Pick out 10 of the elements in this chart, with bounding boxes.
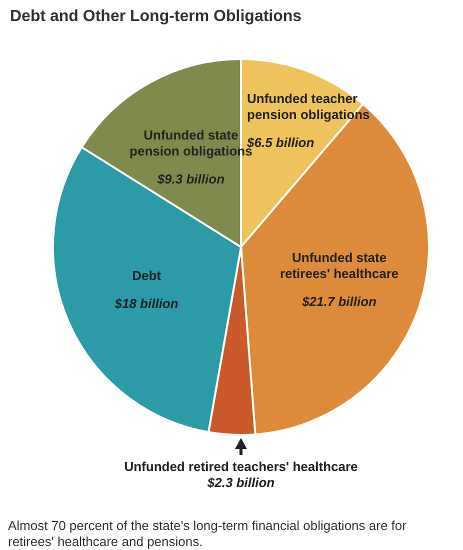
text: Almost 70 percent of the state's long-term financial obligations are for retirees' healthcare and pensions.	[8, 518, 408, 550]
data-label: $21.7 billion	[301, 294, 377, 310]
slice-label: Unfunded retired teachers' healthcare	[124, 459, 358, 474]
data-label: $9.3 billion	[156, 172, 225, 187]
data-label: $18 billion	[114, 296, 178, 312]
chart-title: Debt and Other Long-term Obligations	[10, 8, 303, 26]
slice-label: Debt	[132, 268, 162, 284]
slice-label: Unfunded state retirees' healthcare	[280, 250, 399, 282]
data-label: $2.3 billion	[206, 475, 275, 490]
data-label: $6.5 billion	[246, 135, 314, 150]
